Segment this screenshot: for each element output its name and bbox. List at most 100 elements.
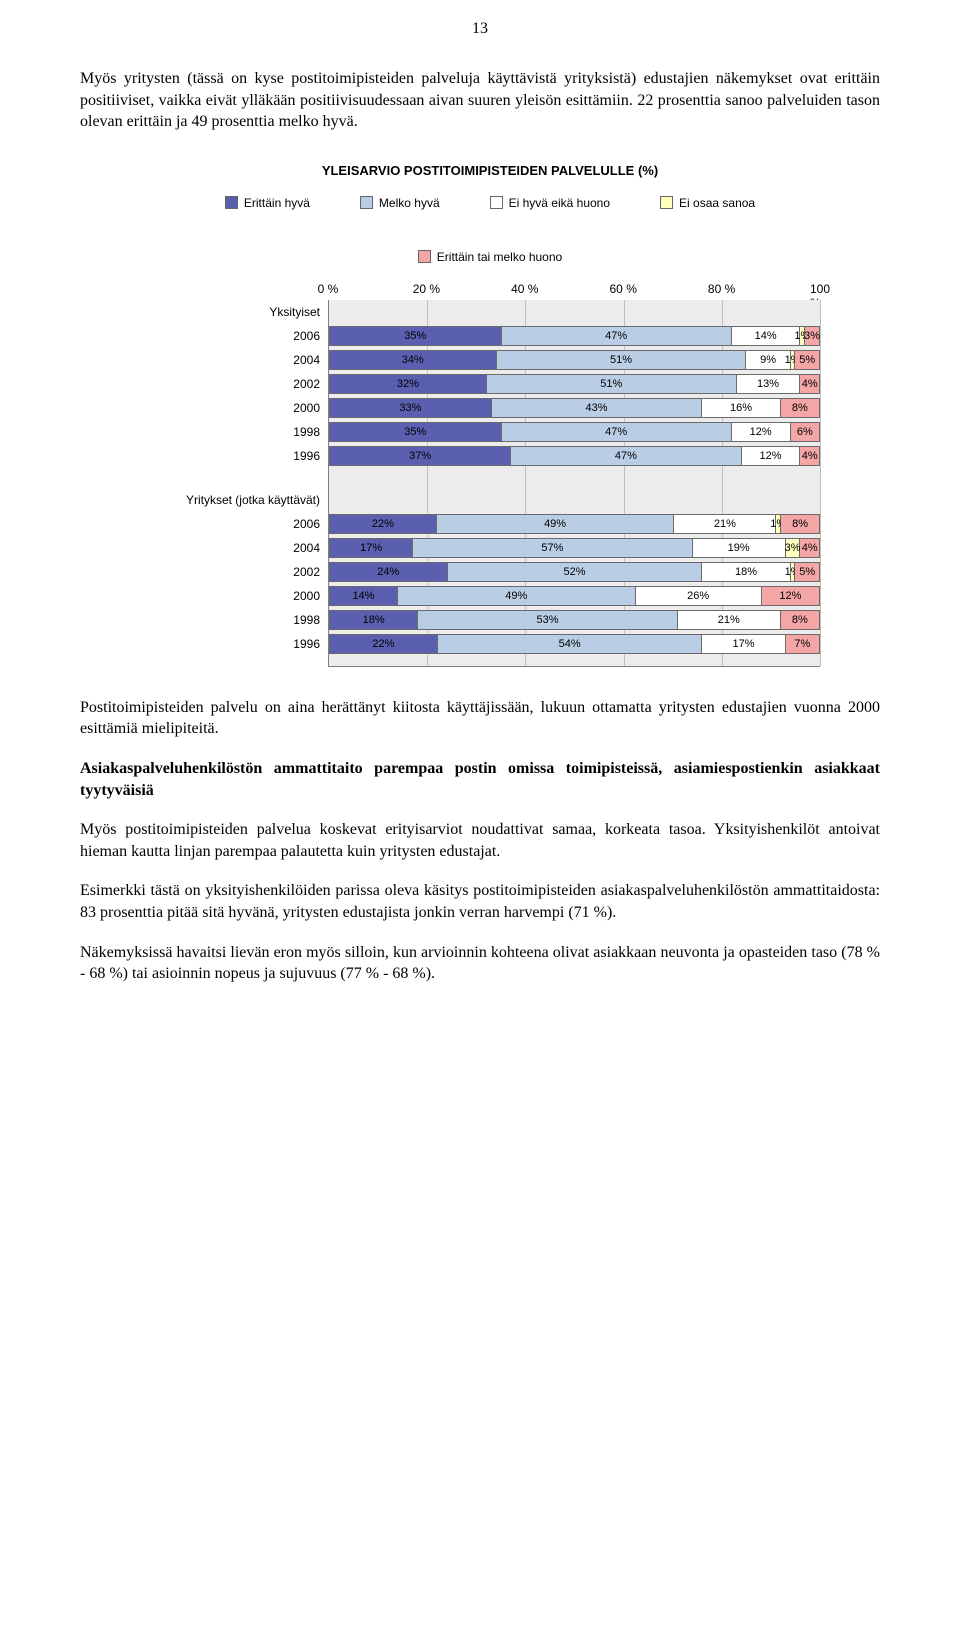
chart-bar: 24%52%18%1%5% <box>329 562 820 582</box>
chart-bar-segment: 35% <box>330 422 502 442</box>
chart-bar-row: 32%51%13%4% <box>329 372 820 396</box>
chart-row-label: 1996 <box>160 632 320 656</box>
chart-bar-segment: 22% <box>330 634 438 654</box>
legend-swatch <box>660 196 673 209</box>
chart-bar: 35%47%12%6% <box>329 422 820 442</box>
gridline <box>820 300 821 666</box>
chart-bar-segment: 52% <box>448 562 703 582</box>
paragraph-6: Näkemyksissä havaitsi lievän eron myös s… <box>80 942 880 985</box>
chart-bar-row: 33%43%16%8% <box>329 396 820 420</box>
legend-swatch <box>418 250 431 263</box>
chart-group-header-row <box>329 300 820 324</box>
legend-swatch <box>360 196 373 209</box>
axis-tick-label: 20 % <box>413 282 440 296</box>
chart-row-label: 1998 <box>160 608 320 632</box>
legend-label: Erittäin hyvä <box>244 196 310 210</box>
axis-tick-label: 60 % <box>610 282 637 296</box>
chart-bar-segment: 22% <box>330 514 437 534</box>
axis-tick-label: 80 % <box>708 282 735 296</box>
chart-bar: 37%47%12%4% <box>329 446 820 466</box>
chart-bar-row: 22%54%17%7% <box>329 632 820 656</box>
chart-group-label: Yksityiset <box>160 300 320 324</box>
chart-bar-segment: 51% <box>487 374 737 394</box>
axis-tick-label: 40 % <box>511 282 538 296</box>
chart-bar-segment: 18% <box>702 562 790 582</box>
chart-bar-segment: 12% <box>732 422 791 442</box>
chart-bar-segment: 34% <box>330 350 497 370</box>
legend-item: Erittäin tai melko huono <box>418 250 562 264</box>
chart-bar-row: 14%49%26%12% <box>329 584 820 608</box>
chart-row-label: 2000 <box>160 396 320 420</box>
legend-label: Ei osaa sanoa <box>679 196 755 210</box>
chart-bar-segment: 17% <box>702 634 785 654</box>
chart-row-label: 2004 <box>160 348 320 372</box>
chart-bar-segment: 49% <box>398 586 636 606</box>
chart-bar-segment: 7% <box>786 634 820 654</box>
chart-bar-segment: 14% <box>330 586 398 606</box>
chart-legend: Erittäin hyvä Melko hyvä Ei hyvä eikä huon… <box>160 196 820 264</box>
chart-bar-segment: 3% <box>786 538 801 558</box>
chart-bar-segment: 57% <box>413 538 692 558</box>
chart-bar-segment: 21% <box>678 610 781 630</box>
chart-bar-segment: 47% <box>502 326 732 346</box>
paragraph-1: Myös yritysten (tässä on kyse postitoimi… <box>80 68 880 133</box>
chart-bar-row: 22%49%21%1%8% <box>329 512 820 536</box>
paragraph-4: Myös postitoimipisteiden palvelua koskev… <box>80 819 880 862</box>
chart-bar-segment: 47% <box>502 422 732 442</box>
chart-bar-segment: 51% <box>497 350 747 370</box>
chart-bar-row: 34%51%9%1%5% <box>329 348 820 372</box>
page-number: 13 <box>80 20 880 38</box>
legend-item: Ei osaa sanoa <box>660 196 755 210</box>
chart-bar-segment: 12% <box>762 586 820 606</box>
chart-bar: 32%51%13%4% <box>329 374 820 394</box>
chart-bar-segment: 43% <box>492 398 703 418</box>
chart-container: YLEISARVIO POSTITOIMIPISTEIDEN PALVELULL… <box>160 163 820 667</box>
chart-group-label: Yritykset (jotka käyttävät) <box>160 488 320 512</box>
chart-bar-segment: 33% <box>330 398 492 418</box>
chart-bar: 22%54%17%7% <box>329 634 820 654</box>
chart-bar-segment: 49% <box>437 514 675 534</box>
chart-bar-row: 24%52%18%1%5% <box>329 560 820 584</box>
chart-row-label: 2006 <box>160 512 320 536</box>
paragraph-2: Postitoimipisteiden palvelu on aina herä… <box>80 697 880 740</box>
chart-bar-segment: 54% <box>438 634 703 654</box>
chart-bar: 14%49%26%12% <box>329 586 820 606</box>
chart-bar-row: 37%47%12%4% <box>329 444 820 468</box>
chart-bar-segment: 53% <box>418 610 678 630</box>
chart-bar-row: 17%57%19%3%4% <box>329 536 820 560</box>
chart-bar: 18%53%21%8% <box>329 610 820 630</box>
chart-bar-segment: 8% <box>781 398 820 418</box>
chart-bar-segment: 37% <box>330 446 511 466</box>
legend-item: Erittäin hyvä <box>225 196 310 210</box>
chart-bar-segment: 19% <box>693 538 786 558</box>
chart-bar-segment: 4% <box>800 538 820 558</box>
chart-bar-row: 35%47%14%1%3% <box>329 324 820 348</box>
chart-bar-segment: 26% <box>636 586 762 606</box>
chart-bar-segment: 16% <box>702 398 780 418</box>
chart-bar-segment: 14% <box>732 326 801 346</box>
legend-label: Erittäin tai melko huono <box>437 250 562 264</box>
chart-bar-segment: 6% <box>791 422 820 442</box>
chart-bar-segment: 18% <box>330 610 418 630</box>
chart-row-label: 2006 <box>160 324 320 348</box>
chart-bar-segment: 4% <box>800 374 820 394</box>
legend-swatch <box>225 196 238 209</box>
chart-row-label: 2002 <box>160 560 320 584</box>
legend-item: Melko hyvä <box>360 196 440 210</box>
chart-bar-row: 18%53%21%8% <box>329 608 820 632</box>
chart-bar: 22%49%21%1%8% <box>329 514 820 534</box>
chart-row-label: 2004 <box>160 536 320 560</box>
chart-bar-segment: 47% <box>511 446 741 466</box>
legend-swatch <box>490 196 503 209</box>
chart-row-label: 2002 <box>160 372 320 396</box>
chart-row-label: 1996 <box>160 444 320 468</box>
chart-bar: 33%43%16%8% <box>329 398 820 418</box>
chart-bar-segment: 17% <box>330 538 413 558</box>
chart-bar-segment: 3% <box>805 326 820 346</box>
axis-tick-label: 0 % <box>318 282 339 296</box>
legend-item: Ei hyvä eikä huono <box>490 196 610 210</box>
chart-bar-segment: 8% <box>781 610 820 630</box>
chart-bar-segment: 21% <box>674 514 776 534</box>
legend-label: Ei hyvä eikä huono <box>509 196 610 210</box>
chart-bar-row: 35%47%12%6% <box>329 420 820 444</box>
